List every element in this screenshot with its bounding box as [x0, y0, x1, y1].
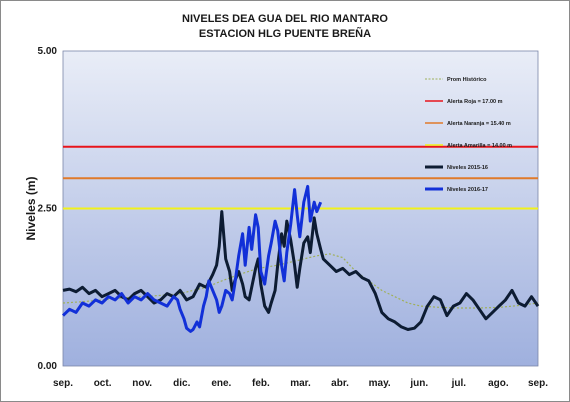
legend-label-prom: Prom Histórico	[447, 77, 487, 83]
series-line-prom	[62, 253, 539, 309]
legend-label-naranja: Alerta Naranja = 15.40 m	[447, 121, 511, 127]
x-tick-label: ene.	[211, 378, 231, 389]
x-tick-label: oct.	[94, 378, 112, 389]
x-tick-label: abr.	[331, 378, 349, 389]
legend-label-s1516: Niveles 2015-16	[447, 165, 488, 171]
x-tick-label: feb.	[252, 378, 270, 389]
y-axis-label: Niveles (m)	[24, 176, 38, 240]
x-tick-label: ago.	[488, 378, 509, 389]
y-tick-label: 0.00	[38, 361, 58, 372]
x-tick-label: dic.	[173, 378, 190, 389]
legend-label-roja: Alerta Roja = 17.00 m	[447, 99, 503, 105]
y-tick-label: 5.00	[38, 46, 58, 57]
x-tick-label: sep.	[528, 378, 548, 389]
series-line-s1516	[62, 210, 540, 331]
x-tick-label: jul.	[451, 378, 467, 389]
y-tick-label: 2.50	[38, 204, 58, 215]
chart-title-line-2: ESTACION HLG PUENTE BREÑA	[198, 28, 372, 40]
legend-label-amarilla: Alerta Amarilla = 14.00 m	[447, 143, 512, 149]
x-tick-label: sep.	[53, 378, 73, 389]
x-tick-label: nov.	[132, 378, 152, 389]
x-tick-label: may.	[369, 378, 391, 389]
x-tick-label: jun.	[409, 378, 428, 389]
chart-title-line-1: NIVELES DEA GUA DEL RIO MANTARO	[182, 13, 388, 25]
x-tick-label: mar.	[290, 378, 311, 389]
series-line-s1617	[61, 184, 323, 333]
legend-label-s1617: Niveles 2016-17	[447, 187, 488, 193]
